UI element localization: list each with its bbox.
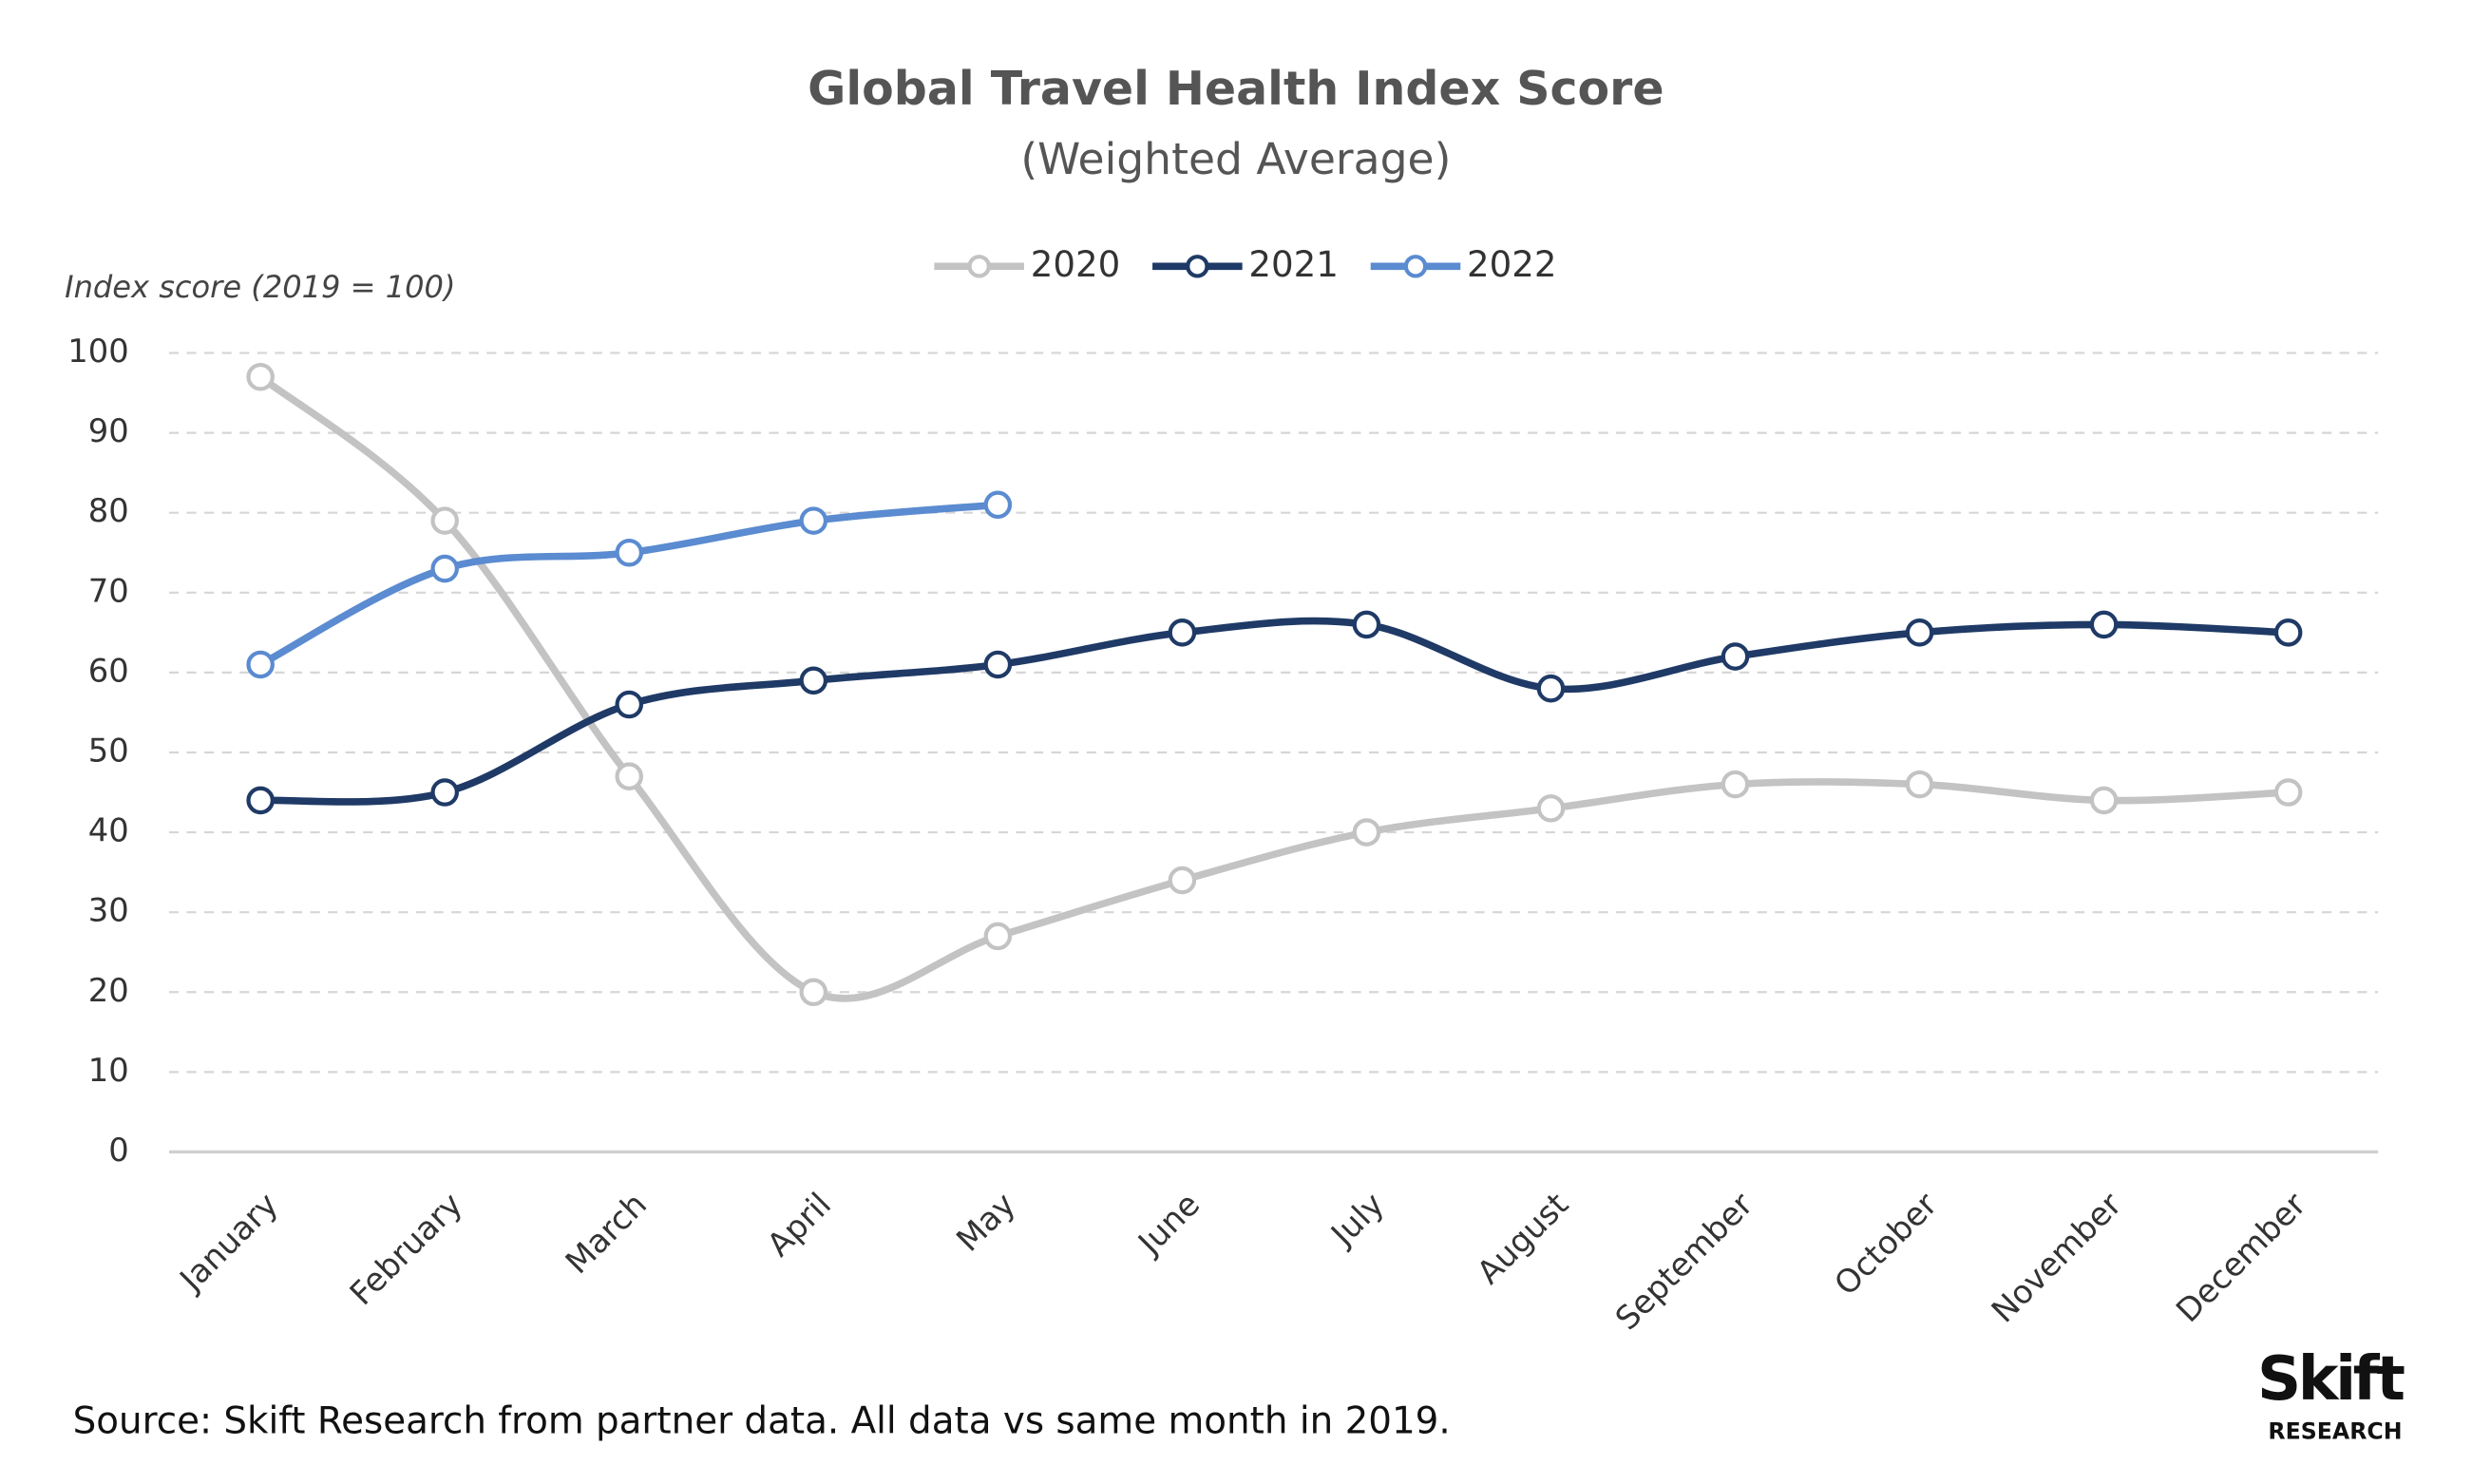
x-tick-label: December: [2169, 1186, 2312, 1329]
data-point: [615, 762, 644, 790]
data-point: [2273, 618, 2303, 647]
data-point: [430, 554, 459, 583]
y-tick-label: 40: [88, 812, 129, 849]
x-tick-label: July: [1322, 1186, 1391, 1254]
data-point: [246, 786, 275, 815]
x-tick-label: January: [172, 1186, 286, 1300]
data-point: [799, 978, 828, 1007]
data-point: [1905, 770, 1934, 799]
x-tick-label: May: [949, 1186, 1022, 1259]
data-point: [615, 690, 644, 719]
x-tick-label: October: [1827, 1186, 1944, 1303]
data-point: [1352, 818, 1381, 847]
data-point: [2273, 778, 2303, 807]
chart-subtitle: (Weighted Average): [1020, 134, 1451, 184]
y-tick-label: 60: [88, 652, 129, 689]
data-point: [2089, 610, 2119, 639]
data-point: [1721, 770, 1750, 799]
series-line: [257, 372, 2292, 1002]
legend-label: 2020: [1031, 244, 1121, 285]
legend-marker: [1403, 255, 1428, 278]
data-point: [1905, 618, 1934, 647]
y-tick-label: 20: [88, 972, 129, 1009]
data-point: [1536, 674, 1566, 703]
legend-marker: [967, 255, 991, 278]
series-line: [257, 617, 2292, 806]
y-tick-label: 80: [88, 492, 129, 529]
data-point: [983, 490, 1013, 520]
series-line: [257, 501, 1002, 669]
legend-label: 2021: [1248, 244, 1339, 285]
y-tick-label: 100: [67, 333, 128, 370]
data-point: [1168, 618, 1197, 647]
source-note: Source: Skift Research from partner data…: [73, 1399, 1451, 1442]
data-point: [799, 506, 828, 535]
data-point: [615, 538, 644, 567]
y-tick-label: 50: [88, 732, 129, 769]
data-point: [983, 650, 1013, 679]
data-point: [799, 666, 828, 695]
data-point: [1352, 610, 1381, 639]
x-tick-label: February: [343, 1186, 469, 1312]
x-tick-label: April: [760, 1186, 838, 1264]
data-point: [983, 922, 1013, 951]
y-tick-label: 10: [88, 1052, 129, 1089]
data-point: [430, 778, 459, 807]
y-tick-label: 0: [108, 1132, 128, 1169]
y-tick-label: 30: [88, 892, 129, 929]
legend-label: 2022: [1467, 244, 1557, 285]
data-point: [2089, 786, 2119, 815]
data-point: [1721, 642, 1750, 671]
data-point: [1168, 866, 1197, 895]
x-tick-label: November: [1985, 1186, 2129, 1330]
x-tick-label: March: [559, 1186, 654, 1281]
y-tick-label: 90: [88, 412, 129, 449]
x-tick-label: June: [1130, 1186, 1207, 1263]
logo-name: Skift: [2257, 1343, 2405, 1415]
y-tick-label: 70: [88, 572, 129, 609]
data-point: [246, 650, 275, 679]
y-axis-label: Index score (2019 = 100): [65, 269, 455, 305]
legend-marker: [1186, 255, 1209, 278]
data-point: [1536, 794, 1566, 823]
data-point: [430, 506, 459, 535]
logo-tagline: RESEARCH: [2268, 1417, 2402, 1444]
data-point: [246, 362, 275, 391]
x-tick-label: August: [1470, 1186, 1575, 1291]
x-tick-label: September: [1608, 1186, 1760, 1338]
chart-title: Global Travel Health Index Score: [808, 62, 1664, 116]
